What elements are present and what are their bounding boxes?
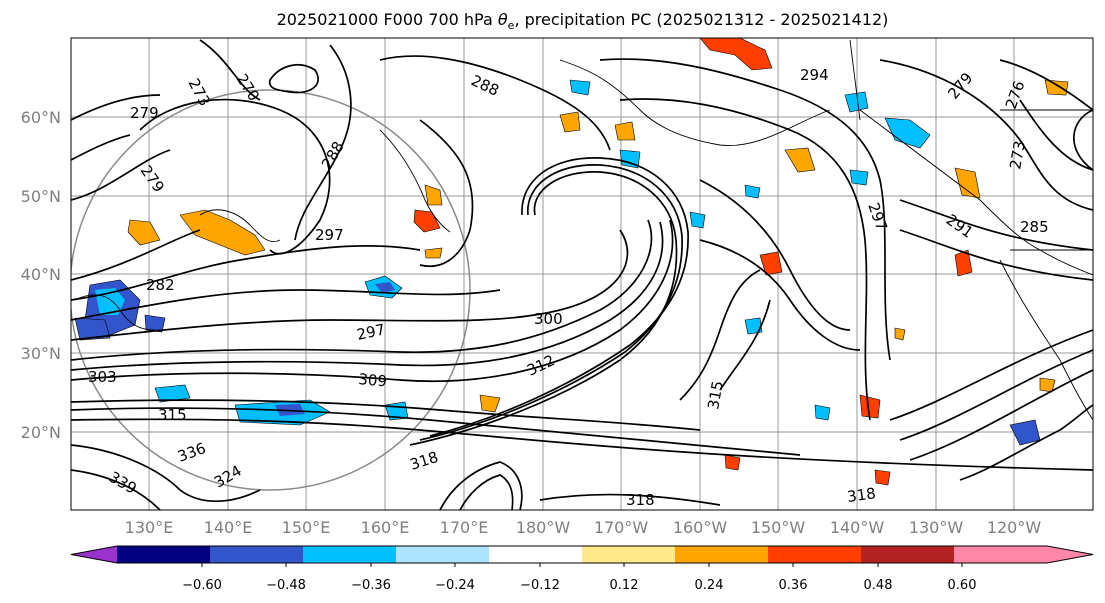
- lon-label-130w: 130°W: [909, 518, 964, 537]
- lon-label-160e: 160°E: [361, 518, 410, 537]
- lon-label-130e: 130°E: [125, 518, 174, 537]
- contour-label-282: 282: [146, 276, 175, 294]
- colorbar-segment: [768, 546, 862, 563]
- lon-label-170w: 170°W: [594, 518, 649, 537]
- contour-label-318b: 318: [626, 491, 655, 509]
- contour-label-297a: 297: [315, 226, 344, 244]
- colorbar: [70, 545, 1094, 567]
- contour-label-279a: 279: [130, 104, 159, 122]
- latitude-labels: 60°N 50°N 40°N 30°N 20°N: [21, 108, 61, 442]
- map-content: [71, 38, 1093, 510]
- colorbar-tick-label: −0.36: [351, 578, 391, 593]
- contour-label-285: 285: [1020, 218, 1049, 236]
- colorbar-segment: [210, 546, 304, 563]
- lat-label-40n: 40°N: [21, 265, 61, 284]
- lat-label-50n: 50°N: [21, 187, 61, 206]
- colorbar-tick-label: −0.60: [182, 578, 222, 593]
- colorbar-segment: [117, 546, 211, 563]
- colorbar-extend-low: [71, 546, 117, 563]
- lon-label-170e: 170°E: [440, 518, 489, 537]
- colorbar-tick-label: 0.12: [610, 578, 639, 593]
- lat-label-30n: 30°N: [21, 344, 61, 363]
- colorbar-tick-label: 0.48: [864, 578, 893, 593]
- colorbar-segment: [396, 546, 490, 563]
- contour-label-315: 315: [158, 406, 187, 424]
- colorbar-tick-label: −0.48: [266, 578, 306, 593]
- colorbar-segment: [675, 546, 769, 563]
- lon-label-180w: 180°W: [516, 518, 571, 537]
- colorbar-tick-labels: −0.60 −0.48 −0.36 −0.24 −0.12 0.12 0.24 …: [182, 578, 976, 593]
- title-suffix: , precipitation PC (2025021312 - 2025021…: [514, 10, 889, 29]
- title-theta: θ: [497, 10, 508, 29]
- map-frame: [70, 37, 1094, 511]
- contour-label-315b: 315: [704, 379, 727, 410]
- colorbar-outline: [70, 545, 1094, 564]
- reference-circle: [71, 89, 471, 491]
- gridlines: [71, 38, 1093, 510]
- lat-label-60n: 60°N: [21, 108, 61, 127]
- plot-title: 2025021000 F000 700 hPa θe, precipitatio…: [0, 10, 1105, 32]
- colorbar-tick-label: 0.36: [779, 578, 808, 593]
- contour-label-294: 294: [800, 66, 829, 84]
- lon-label-160w: 160°W: [673, 518, 728, 537]
- colorbar-segment: [489, 546, 583, 563]
- contour-label-303: 303: [88, 368, 117, 386]
- lon-label-150e: 150°E: [282, 518, 331, 537]
- coastlines: [74, 39, 1093, 421]
- lon-label-140e: 140°E: [204, 518, 253, 537]
- lon-label-150w: 150°W: [751, 518, 806, 537]
- longitude-labels: 130°E 140°E 150°E 160°E 170°E 180°W 170°…: [125, 518, 1042, 537]
- lon-label-140w: 140°W: [830, 518, 885, 537]
- colorbar-segment: [303, 546, 397, 563]
- contour-label-273b: 273: [1006, 139, 1029, 170]
- precipitation-shading: [74, 38, 1069, 486]
- colorbar-segment: [954, 546, 1048, 563]
- colorbar-tick-label: −0.12: [520, 578, 560, 593]
- colorbar-segment: [582, 546, 676, 563]
- colorbar-extend-high: [1047, 546, 1093, 563]
- colorbar-tick-label: 0.60: [948, 578, 977, 593]
- contour-label-309: 309: [358, 370, 388, 390]
- title-prefix: 2025021000 F000 700 hPa: [276, 10, 498, 29]
- colorbar-segment: [861, 546, 955, 563]
- contour-label-300: 300: [534, 310, 563, 328]
- title-theta-subscript: e: [507, 19, 515, 33]
- theta-e-contours: [71, 39, 1093, 510]
- lon-label-120w: 120°W: [987, 518, 1042, 537]
- contour-label-297b: 297: [355, 320, 387, 344]
- contour-label-318c: 318: [846, 484, 877, 506]
- lat-label-20n: 20°N: [21, 423, 61, 442]
- colorbar-tick-label: −0.24: [435, 578, 475, 593]
- colorbar-tick-label: 0.24: [695, 578, 724, 593]
